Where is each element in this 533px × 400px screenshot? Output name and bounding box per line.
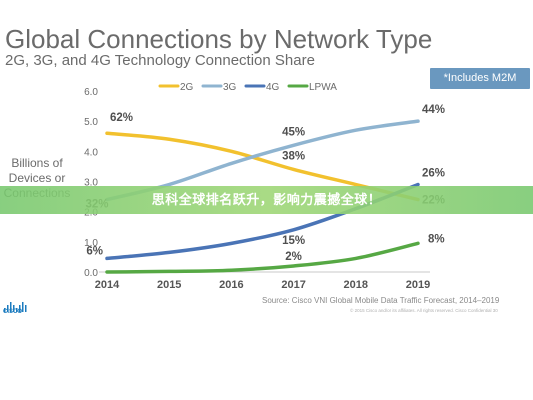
data-label: 38%	[282, 150, 305, 162]
fine-print: © 2015 Cisco and/or its affiliates. All …	[350, 308, 498, 313]
y-tick-label: 0.0	[84, 268, 98, 279]
data-label: 45%	[282, 126, 305, 138]
slide: Global Connections by Network Type 2G, 3…	[3, 24, 530, 315]
m2m-note-badge: *Includes M2M	[430, 68, 530, 89]
chart-title: Global Connections by Network Type	[5, 24, 433, 54]
data-label: 26%	[422, 168, 445, 180]
data-label: 44%	[422, 104, 445, 116]
x-tick-label: 2015	[157, 279, 181, 291]
y-tick-label: 1.0	[84, 238, 98, 249]
legend-label-3g: 3G	[223, 82, 237, 93]
data-label: 6%	[86, 245, 103, 257]
series-line-lpwa	[105, 241, 420, 274]
legend-label-4g: 4G	[266, 82, 280, 93]
data-label: 15%	[282, 235, 305, 247]
legend-label-lpwa: LPWA	[309, 82, 337, 93]
headline-banner: 思科全球排名跃升，影响力震撼全球！	[0, 186, 533, 214]
data-label: 2%	[285, 251, 302, 263]
cisco-logo-text: CISCO	[3, 309, 23, 315]
x-tick-label: 2017	[281, 279, 305, 291]
legend-label-2g: 2G	[180, 82, 194, 93]
source-citation: Source: Cisco VNI Global Mobile Data Tra…	[262, 296, 500, 305]
blank-area	[0, 318, 533, 400]
data-label: 8%	[428, 233, 445, 245]
x-tick-label: 2014	[95, 279, 120, 291]
cisco-logo-icon	[4, 302, 27, 312]
y-tick-label: 5.0	[84, 117, 98, 128]
data-label: 62%	[110, 112, 133, 124]
y-tick-label: 3.0	[84, 178, 98, 189]
chart-subtitle: 2G, 3G, and 4G Technology Connection Sha…	[5, 52, 315, 69]
x-tick-label: 2019	[406, 279, 430, 291]
line-chart: 0.01.02.03.04.05.06.02014201520162017201…	[84, 82, 445, 291]
y-tick-label: 4.0	[84, 147, 98, 158]
x-tick-label: 2016	[219, 279, 243, 291]
y-tick-label: 6.0	[84, 87, 98, 98]
x-tick-label: 2018	[344, 279, 368, 291]
